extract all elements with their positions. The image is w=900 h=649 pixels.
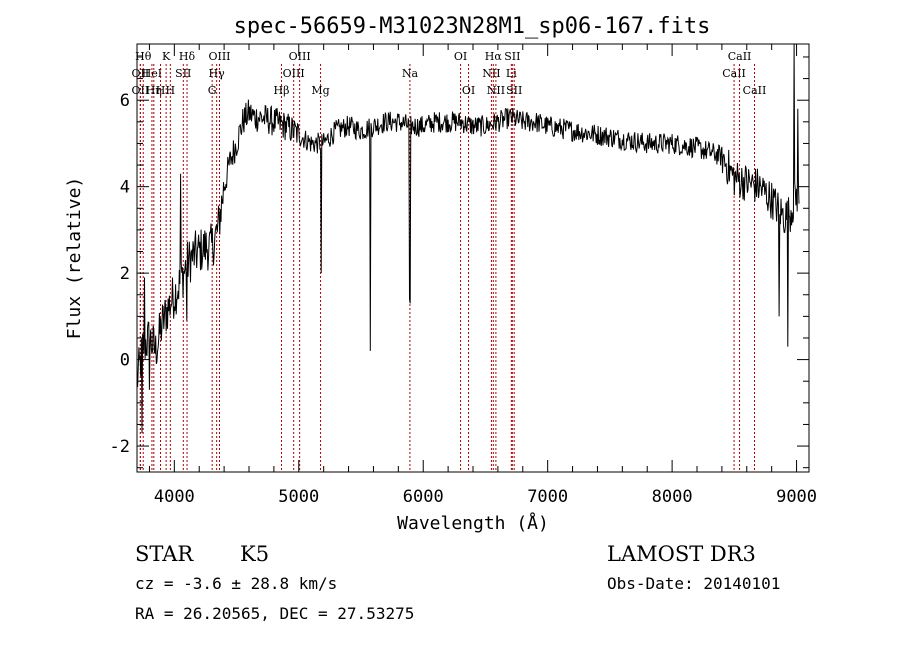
y-tick-label-1: 0 <box>120 351 130 371</box>
line-label-17: Na <box>402 67 419 80</box>
line-label-8: SII <box>175 67 191 80</box>
line-label-26: CaII <box>722 67 746 80</box>
y-tick-label-3: 4 <box>120 178 130 198</box>
y-tick-label-4: 6 <box>120 91 130 111</box>
line-label-21: Hα <box>485 50 503 63</box>
x-tick-label-1: 5000 <box>278 487 319 507</box>
line-label-0: Hθ <box>135 50 152 63</box>
line-label-12: OIII <box>208 50 230 63</box>
y-tick-label-2: 2 <box>120 264 130 284</box>
line-label-9: Hδ <box>179 50 196 63</box>
y-axis-label: Flux (relative) <box>64 177 85 340</box>
chart-title: spec-56659-M31023N28M1_sp06-167.fits <box>234 14 711 39</box>
line-label-10: G <box>208 84 217 97</box>
line-label-15: OIII <box>289 50 311 63</box>
x-tick-label-0: 4000 <box>154 487 195 507</box>
x-tick-label-2: 6000 <box>403 487 444 507</box>
line-label-19: OI <box>462 84 475 97</box>
survey-name: LAMOST DR3 <box>607 542 756 566</box>
line-label-16: Mg <box>311 84 329 97</box>
line-label-3: HeI <box>142 67 162 80</box>
line-label-20: NII <box>482 67 500 80</box>
line-label-24: SII <box>504 50 520 63</box>
line-label-6: K <box>162 50 171 63</box>
x-axis-label: Wavelength (Å) <box>397 512 549 534</box>
coordinates: RA = 26.20565, DEC = 27.53275 <box>135 604 414 623</box>
line-label-7: H <box>166 84 176 97</box>
line-label-5: H <box>156 84 166 97</box>
redshift-info: cz = -3.6 ± 28.8 km/s <box>135 574 337 593</box>
object-subclass: K5 <box>240 542 269 566</box>
spectrum-line <box>136 43 800 434</box>
line-label-11: Hγ <box>209 67 226 80</box>
x-tick-label-5: 9000 <box>776 487 817 507</box>
line-label-25: SII <box>506 84 522 97</box>
x-tick-label-3: 7000 <box>527 487 568 507</box>
line-label-23: Li <box>506 67 517 80</box>
x-tick-label-4: 8000 <box>652 487 693 507</box>
line-label-18: OI <box>454 50 467 63</box>
line-label-14: OIII <box>283 67 305 80</box>
line-label-4: Hη <box>146 84 162 97</box>
object-class: STAR <box>135 542 194 566</box>
line-label-22: NII <box>487 84 505 97</box>
y-tick-label-0: -2 <box>110 437 130 457</box>
obs-date: Obs-Date: 20140101 <box>607 574 780 593</box>
line-label-27: CaII <box>728 50 752 63</box>
line-label-13: Hβ <box>274 84 290 97</box>
line-label-28: CaII <box>743 84 767 97</box>
plot-area: HθOIIOIIHeIHηHKHSIIHδGHγOIIIHβOIIIOIIIMg… <box>132 43 800 472</box>
plot-frame <box>136 43 810 473</box>
line-label-2: OII <box>132 84 150 97</box>
